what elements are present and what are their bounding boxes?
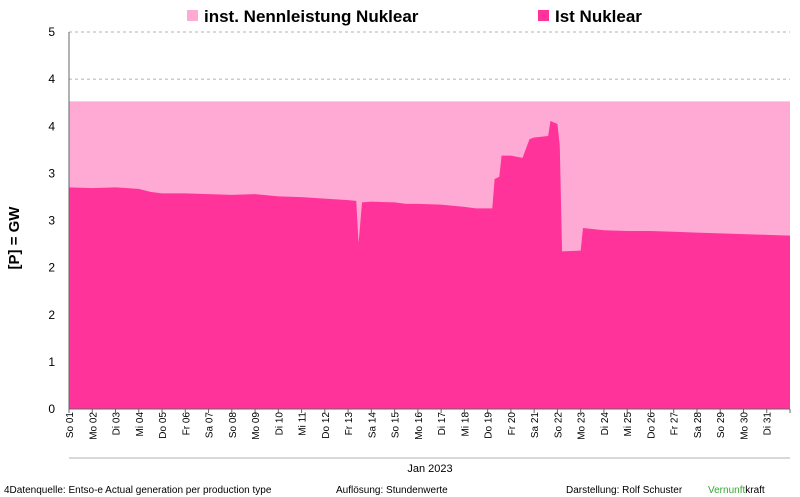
legend-swatch-installed	[187, 10, 198, 21]
x-tick-label: Fr 06	[181, 412, 192, 436]
x-tick-label: Mo 23	[577, 412, 588, 440]
y-tick-label: 0	[48, 402, 55, 416]
x-tick-label: Di 10	[274, 412, 285, 436]
x-tick-label: Di 03	[112, 412, 123, 436]
x-tick-label: Mo 30	[739, 412, 750, 440]
x-axis-title: Jan 2023	[407, 463, 452, 475]
area-layer	[69, 101, 790, 410]
x-tick-label: So 15	[391, 412, 402, 439]
legend-label-actual: Ist Nuklear	[555, 7, 642, 26]
x-tick-label: Mi 25	[623, 412, 634, 437]
footer-brand: Vernunftkraft	[708, 485, 765, 496]
y-tick-label: 1	[48, 355, 55, 369]
x-tick-label: Sa 28	[693, 412, 704, 439]
y-tick-label: 4	[48, 72, 55, 86]
x-tick-label: Do 19	[484, 412, 495, 439]
series-actual-nuclear-area	[69, 120, 790, 410]
x-tick-label: Mo 16	[414, 412, 425, 440]
x-tick-label: Mo 02	[88, 412, 99, 440]
y-tick-label: 2	[48, 261, 55, 275]
footer-author: Darstellung: Rolf Schuster	[566, 485, 683, 496]
x-tick-label: Do 26	[646, 412, 657, 439]
x-tick-label: Fr 20	[507, 412, 518, 436]
x-tick-label: Fr 27	[670, 412, 681, 436]
x-tick-label: So 08	[228, 412, 239, 439]
footer-brand-green: Vernunft	[708, 485, 745, 496]
x-tick-label: Mo 09	[251, 412, 262, 440]
axis-layer: 0 1 2 2 3 3 4 4 5 So 01 Mo 02 Di 03 Mi 04 Do 05 Fr 06 S…	[48, 25, 791, 459]
x-tick-label: Mi 04	[135, 412, 146, 437]
y-tick-label: 3	[48, 214, 55, 228]
footer-source: 4Datenquelle: Entso-e Actual generation …	[4, 485, 272, 496]
x-tick-label: So 22	[553, 412, 564, 439]
y-tick-label: 4	[48, 119, 55, 133]
x-tick-label: So 29	[716, 412, 727, 439]
x-tick-label: Sa 21	[530, 412, 541, 439]
x-tick-label: Sa 14	[367, 412, 378, 439]
y-axis-title: [P] = GW	[6, 206, 23, 270]
x-tick-label: Di 17	[437, 412, 448, 436]
x-tick-label: Do 05	[158, 412, 169, 439]
x-tick-label: Sa 07	[205, 412, 216, 439]
y-tick-label: 3	[48, 166, 55, 180]
footer-resolution: Auflösung: Stundenwerte	[336, 485, 448, 496]
x-tick-label: So 01	[65, 412, 76, 439]
x-tick-label: Di 24	[600, 412, 611, 436]
y-tick-label: 5	[48, 25, 55, 39]
x-tick-label: Di 31	[763, 412, 774, 436]
x-tick-label: Mi 11	[298, 412, 309, 436]
x-tick-label: Fr 13	[344, 412, 355, 436]
y-tick-label: 2	[48, 308, 55, 322]
x-tick-label: Mi 18	[460, 412, 471, 437]
legend-label-installed: inst. Nennleistung Nuklear	[204, 7, 419, 26]
x-tick-label: Do 12	[321, 412, 332, 439]
legend-swatch-actual	[538, 10, 549, 21]
footer-brand-rest: kraft	[745, 485, 765, 496]
